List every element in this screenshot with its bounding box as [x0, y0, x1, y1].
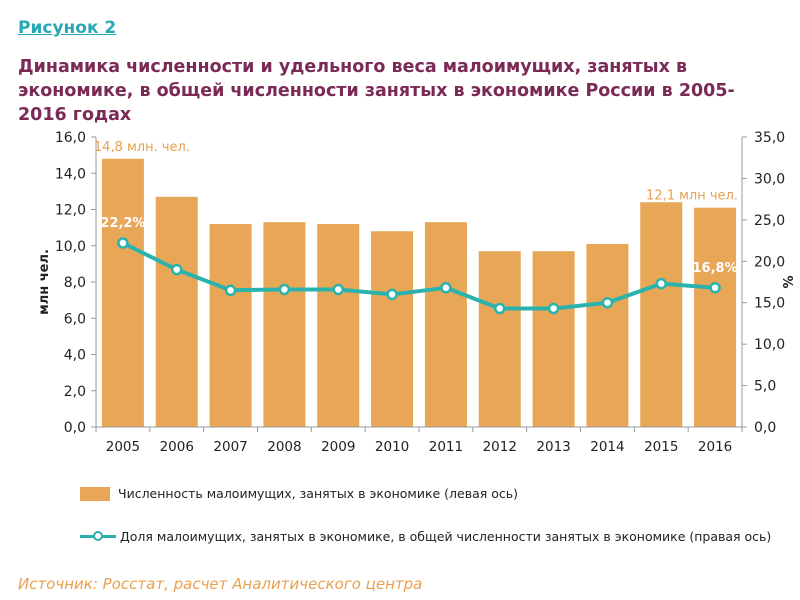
line-point — [601, 296, 614, 309]
annotation-line-last: 16,8% — [693, 261, 738, 276]
bar — [101, 158, 144, 427]
line-point — [709, 282, 721, 294]
bar — [694, 207, 737, 427]
y2-tick-label: 5,0 — [754, 379, 776, 395]
bar — [478, 251, 521, 427]
y2-axis-title: % — [782, 275, 797, 288]
line-point — [171, 263, 183, 276]
bar — [263, 222, 306, 427]
y2-tick-label: 15,0 — [754, 296, 785, 312]
line-point — [386, 288, 398, 301]
y-tick-label: 0,0 — [64, 420, 86, 436]
x-tick-label: 2013 — [536, 439, 570, 455]
x-tick-label: 2009 — [321, 439, 355, 455]
line-series — [122, 241, 716, 311]
y2-tick-label: 25,0 — [754, 213, 785, 229]
x-tick-label: 2010 — [375, 439, 409, 455]
x-tick-label: 2014 — [590, 439, 624, 455]
figure-label: Рисунок 2 — [18, 18, 117, 38]
y-tick-label: 12,0 — [55, 203, 86, 219]
y-tick-label: 6,0 — [64, 311, 86, 327]
legend-bar-swatch — [80, 486, 110, 501]
bar — [317, 224, 360, 427]
y2-tick-label: 10,0 — [754, 337, 785, 353]
x-tick-label: 2016 — [698, 439, 732, 455]
annotation-bar-last: 12,1 млн чел. — [646, 189, 738, 204]
line-point — [117, 237, 129, 249]
line-point — [494, 302, 506, 315]
line-point — [547, 302, 560, 315]
annotation-bar-first: 14,8 млн. чел. — [94, 140, 190, 155]
legend-line-label: Доля малоимущих, занятых в экономике, в … — [120, 528, 772, 544]
x-tick-label: 2015 — [644, 439, 678, 455]
bar — [586, 243, 629, 427]
y-tick-label: 10,0 — [55, 239, 86, 255]
line-point — [224, 284, 237, 297]
bar — [532, 251, 575, 427]
y-tick-label: 4,0 — [64, 348, 86, 364]
y-tick-label: 2,0 — [64, 384, 86, 400]
line-point — [440, 282, 452, 294]
y-tick-label: 16,0 — [55, 130, 86, 146]
bar — [424, 222, 467, 427]
y-tick-label: 8,0 — [64, 275, 86, 291]
bar — [371, 231, 414, 427]
source-note: Источник: Росстат, расчет Аналитического… — [18, 575, 423, 593]
annotation-line-first: 22,2% — [100, 216, 145, 231]
chart-title: Динамика численности и удельного веса ма… — [18, 57, 735, 125]
x-tick-label: 2011 — [429, 439, 463, 455]
bar — [640, 202, 683, 427]
legend-item-bars: Численность малоимущих, занятых в эконом… — [80, 486, 518, 501]
x-tick-label: 2007 — [213, 439, 247, 455]
x-tick-label: 2012 — [483, 439, 517, 455]
y2-tick-label: 20,0 — [754, 254, 785, 270]
line-point — [332, 283, 344, 296]
bar — [155, 196, 198, 427]
y2-tick-label: 35,0 — [754, 130, 785, 146]
y-axis-title: млн чел. — [37, 249, 52, 315]
legend-line-swatch — [80, 528, 116, 544]
x-tick-label: 2008 — [267, 439, 301, 455]
line-point — [655, 277, 667, 290]
legend-bar-label: Численность малоимущих, занятых в эконом… — [118, 486, 518, 501]
y2-tick-label: 30,0 — [754, 171, 785, 187]
bar — [209, 224, 252, 427]
x-tick-label: 2006 — [160, 439, 194, 455]
y2-tick-label: 0,0 — [754, 420, 776, 436]
legend-item-line: Доля малоимущих, занятых в экономике, в … — [80, 528, 771, 544]
x-tick-label: 2005 — [106, 439, 140, 455]
line-point — [278, 283, 291, 296]
y-tick-label: 14,0 — [55, 166, 86, 182]
